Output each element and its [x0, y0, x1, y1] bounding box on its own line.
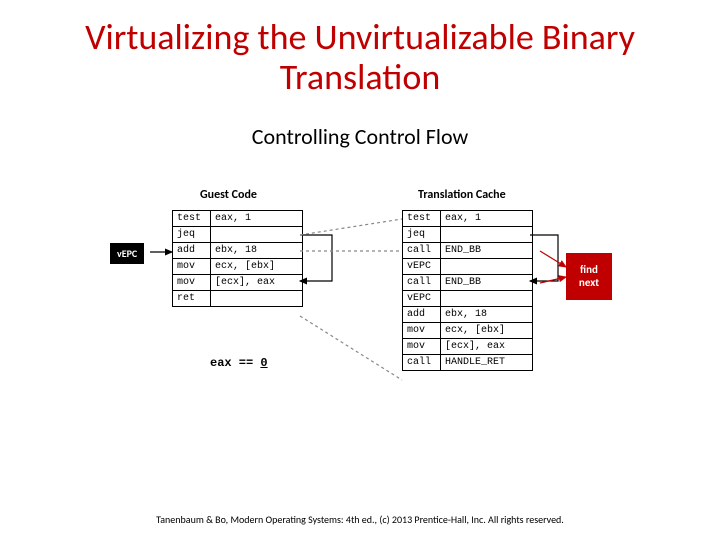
- operand-cell: eax, 1: [441, 211, 533, 227]
- code-row: movecx, [ebx]: [403, 323, 533, 339]
- opcode-cell: call: [403, 275, 441, 291]
- code-row: addebx, 18: [403, 307, 533, 323]
- opcode-cell: mov: [173, 259, 211, 275]
- opcode-cell: vEPC: [403, 259, 441, 275]
- guest-header: Guest Code: [200, 188, 257, 202]
- find-l2: next: [579, 276, 599, 289]
- operand-cell: [211, 291, 303, 307]
- opcode-cell: test: [403, 211, 441, 227]
- operand-cell: [441, 291, 533, 307]
- footer-citation: Tanenbaum & Bo, Modern Operating Systems…: [0, 513, 720, 526]
- code-row: vEPC: [403, 291, 533, 307]
- operand-cell: [ecx], eax: [441, 339, 533, 355]
- operand-cell: [441, 259, 533, 275]
- guest-code-table: testeax, 1jeqaddebx, 18movecx, [ebx]mov[…: [172, 210, 303, 307]
- code-row: vEPC: [403, 259, 533, 275]
- code-row: testeax, 1: [403, 211, 533, 227]
- code-row: mov[ecx], eax: [403, 339, 533, 355]
- code-row: mov[ecx], eax: [173, 275, 303, 291]
- code-row: callEND_BB: [403, 243, 533, 259]
- cache-header: Translation Cache: [418, 188, 506, 202]
- eax-value-label: eax == 0: [210, 356, 268, 370]
- operand-cell: [441, 227, 533, 243]
- operand-cell: ebx, 18: [441, 307, 533, 323]
- opcode-cell: call: [403, 355, 441, 371]
- eax-val: 0: [260, 356, 267, 370]
- code-row: jeq: [173, 227, 303, 243]
- code-row: jeq: [403, 227, 533, 243]
- operand-cell: END_BB: [441, 275, 533, 291]
- diagram-area: Guest Code Translation Cache testeax, 1j…: [0, 164, 720, 464]
- operand-cell: eax, 1: [211, 211, 303, 227]
- opcode-cell: add: [403, 307, 441, 323]
- find-l1: find: [580, 263, 598, 276]
- operand-cell: ecx, [ebx]: [441, 323, 533, 339]
- slide-title: Virtualizing the Unvirtualizable Binary …: [0, 0, 720, 97]
- subtitle: Controlling Control Flow: [0, 123, 720, 150]
- opcode-cell: add: [173, 243, 211, 259]
- operand-cell: ecx, [ebx]: [211, 259, 303, 275]
- operand-cell: [ecx], eax: [211, 275, 303, 291]
- code-row: addebx, 18: [173, 243, 303, 259]
- code-row: movecx, [ebx]: [173, 259, 303, 275]
- operand-cell: ebx, 18: [211, 243, 303, 259]
- operand-cell: [211, 227, 303, 243]
- arrows-overlay: [0, 164, 720, 464]
- opcode-cell: test: [173, 211, 211, 227]
- opcode-cell: mov: [173, 275, 211, 291]
- code-row: testeax, 1: [173, 211, 303, 227]
- code-row: callEND_BB: [403, 275, 533, 291]
- opcode-cell: jeq: [403, 227, 441, 243]
- opcode-cell: call: [403, 243, 441, 259]
- opcode-cell: vEPC: [403, 291, 441, 307]
- eax-pre: eax ==: [210, 356, 260, 370]
- vepc-pointer: vEPC: [110, 243, 144, 264]
- opcode-cell: mov: [403, 323, 441, 339]
- operand-cell: HANDLE_RET: [441, 355, 533, 371]
- opcode-cell: mov: [403, 339, 441, 355]
- opcode-cell: ret: [173, 291, 211, 307]
- code-row: ret: [173, 291, 303, 307]
- find-next-box: find next: [566, 253, 612, 299]
- operand-cell: END_BB: [441, 243, 533, 259]
- opcode-cell: jeq: [173, 227, 211, 243]
- code-row: callHANDLE_RET: [403, 355, 533, 371]
- translation-cache-table: testeax, 1jeqcallEND_BBvEPCcallEND_BBvEP…: [402, 210, 533, 371]
